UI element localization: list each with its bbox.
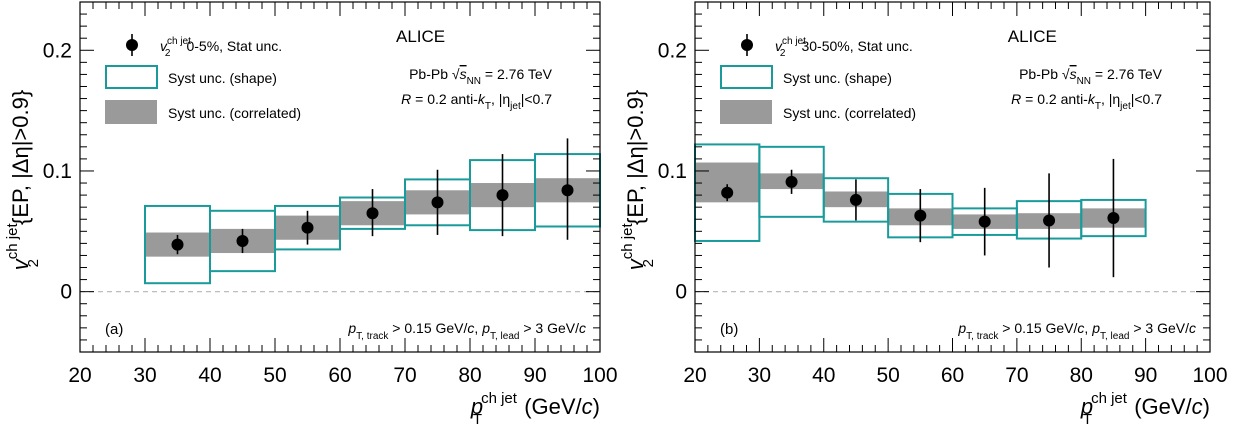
legend-correlated-label: Syst unc. (correlated) xyxy=(783,105,916,121)
x-tick-label: 60 xyxy=(328,364,351,387)
x-tick-label: 40 xyxy=(812,364,835,387)
x-axis-title: pch jet T (GeV/c) xyxy=(1080,390,1210,428)
experiment-label: ALICE xyxy=(1008,27,1057,46)
jet-definition: R = 0.2 anti-kT, |ηjet|<0.7 xyxy=(401,91,552,112)
x-tick-label: 60 xyxy=(941,364,964,387)
y-tick-label: 0 xyxy=(675,281,687,304)
y-tick-label: 0 xyxy=(60,281,72,304)
legend-correlated-label: Syst unc. (correlated) xyxy=(168,105,301,121)
x-tick-label: 50 xyxy=(263,364,286,387)
x-axis-title: pch jet T (GeV/c) xyxy=(470,390,600,428)
collision-info: Pb-Pb √sNN = 2.76 TeV xyxy=(409,66,553,87)
y-axis-title: vch jet2{EP, |Δη|>0.9} xyxy=(619,90,657,270)
kinematic-cuts: pT, track > 0.15 GeV/c, pT, lead > 3 GeV… xyxy=(957,320,1196,342)
data-point xyxy=(171,238,184,251)
x-tick-label: 20 xyxy=(68,364,91,387)
panel-a: 20 30 40 50 60 70 80 90 100 0 0.1 0.2 vch jet 2 0-5%, … xyxy=(4,1,618,428)
panel-label: (b) xyxy=(720,321,738,338)
data-point xyxy=(721,186,734,199)
x-tick-label: 90 xyxy=(1134,364,1157,387)
x-tick-label: 70 xyxy=(1005,364,1028,387)
experiment-label: ALICE xyxy=(396,27,445,46)
data-point xyxy=(785,175,798,188)
data-point xyxy=(366,207,379,220)
legend-correlated-box xyxy=(105,100,157,124)
data-point xyxy=(561,184,574,197)
x-tick-label: 90 xyxy=(523,364,546,387)
data-point xyxy=(236,234,249,247)
legend-shape-label: Syst unc. (shape) xyxy=(168,70,277,86)
legend-marker-icon xyxy=(741,39,753,51)
x-tick-label: 50 xyxy=(876,364,899,387)
y-tick-label: 0.2 xyxy=(658,39,687,62)
data-point xyxy=(1107,212,1120,225)
x-tick-label: 80 xyxy=(1070,364,1093,387)
legend-marker-icon xyxy=(126,39,138,51)
data-point xyxy=(1043,214,1056,227)
x-tick-label: 20 xyxy=(683,364,706,387)
jet-definition: R = 0.2 anti-kT, |ηjet|<0.7 xyxy=(1011,91,1162,112)
data-point xyxy=(849,193,862,206)
collision-info: Pb-Pb √sNN = 2.76 TeV xyxy=(1019,66,1163,87)
legend-shape-box xyxy=(720,65,773,89)
x-tick-label: 30 xyxy=(748,364,771,387)
legend-stat-label: vch jet 2 30-50%, Stat unc. xyxy=(775,36,913,59)
legend-shape-box xyxy=(105,65,158,89)
legend-shape-label: Syst unc. (shape) xyxy=(783,70,892,86)
x-tick-label: 30 xyxy=(133,364,156,387)
data-point xyxy=(914,209,927,222)
x-tick-label: 100 xyxy=(582,364,617,387)
data-point xyxy=(301,221,314,234)
data-point xyxy=(431,196,444,209)
x-tick-label: 80 xyxy=(458,364,481,387)
x-tick-label: 100 xyxy=(1192,364,1227,387)
kinematic-cuts: pT, track > 0.15 GeV/c, pT, lead > 3 GeV… xyxy=(347,320,586,342)
x-tick-label: 40 xyxy=(198,364,221,387)
legend-correlated-box xyxy=(720,100,772,124)
data-point xyxy=(496,189,509,202)
y-axis-title: vch jet2{EP, |Δη|>0.9} xyxy=(4,90,42,270)
x-tick-label: 70 xyxy=(393,364,416,387)
plot-frame xyxy=(79,1,601,353)
legend-stat-label: vch jet 2 0-5%, Stat unc. xyxy=(160,36,282,59)
panel-label: (a) xyxy=(105,321,123,338)
panel-b: 20 30 40 50 60 70 80 90 100 0 0.1 0.2 vch jet 2 30-50%… xyxy=(619,1,1228,428)
y-tick-label: 0.1 xyxy=(658,160,687,183)
data-point xyxy=(978,215,991,228)
y-tick-label: 0.2 xyxy=(43,39,72,62)
v-symbol: v xyxy=(775,38,783,54)
y-tick-label: 0.1 xyxy=(43,160,72,183)
v-symbol: v xyxy=(160,38,168,54)
